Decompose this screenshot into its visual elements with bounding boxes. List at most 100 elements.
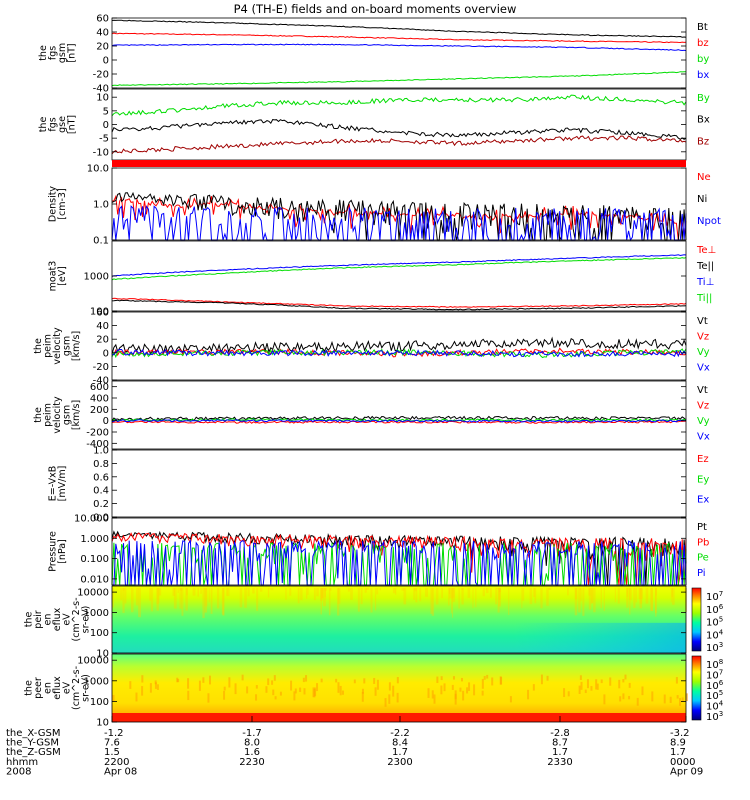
spectrogram-streak — [324, 588, 326, 598]
panel-frame — [111, 517, 687, 586]
y-tick-label: 0 — [103, 120, 109, 131]
spectrogram-streak — [600, 679, 603, 684]
spectrogram-streak — [396, 692, 399, 703]
y-tick-label: 0.6 — [93, 472, 109, 483]
x-axis-value: 2200 — [104, 757, 129, 768]
spectrogram-streak — [629, 588, 631, 615]
y-tick-label: 5 — [103, 106, 109, 117]
spectrogram-streak — [112, 694, 115, 702]
spectrogram-streak — [297, 588, 300, 604]
spectrogram-streak — [534, 588, 537, 604]
y-axis-label-line: [cm-3] — [57, 188, 68, 219]
panel-frame — [111, 585, 687, 654]
spectrogram-streak — [234, 683, 237, 695]
y-axis-label-line: the — [24, 680, 35, 696]
spectrogram-streak — [655, 588, 657, 596]
spectrogram-streak — [579, 675, 582, 680]
spectrogram-streak — [202, 588, 205, 618]
chart-title: P4 (TH-E) fields and on-board moments ov… — [234, 2, 517, 16]
spectrogram-streak — [172, 588, 175, 596]
y-tick-label: 10000 — [77, 656, 109, 667]
series-line-by — [111, 71, 686, 87]
spectrogram-streak — [499, 676, 502, 685]
colorbar-tick-label: 104 — [706, 700, 724, 713]
spectrogram-streak — [252, 588, 255, 594]
y-tick-label: 1.000 — [80, 534, 109, 545]
x-axis-row-label: 2008 — [6, 766, 31, 777]
spectrogram-streak — [458, 588, 460, 609]
spectrogram-streak — [482, 588, 485, 597]
spectrogram-streak — [179, 588, 183, 591]
spectrogram-streak — [567, 588, 569, 596]
panel-9: 10810710610510410310000100010010thepeere… — [24, 653, 724, 729]
legend-label-Vx: Vx — [697, 432, 710, 443]
spectrogram-streak — [268, 588, 272, 589]
spectrogram-streak — [256, 588, 259, 611]
spectrogram-streak — [546, 588, 549, 606]
y-axis-label-line: eflux — [52, 676, 63, 700]
spectrogram-streak — [322, 588, 326, 607]
y-tick-label: 0.2 — [93, 499, 109, 510]
spectrogram-streak — [374, 588, 377, 611]
legend-label-by: by — [697, 54, 709, 65]
spectrogram-streak — [313, 588, 316, 601]
spectrogram-streak — [436, 676, 439, 684]
y-tick-label: 60 — [96, 14, 109, 25]
spectrogram-streak — [672, 588, 675, 605]
spectrogram-streak — [158, 588, 162, 596]
panel-frame — [111, 449, 687, 518]
spectrogram-streak — [314, 687, 317, 696]
spectrogram-streak — [617, 588, 620, 604]
spectrogram-streak — [651, 588, 654, 611]
spectrogram-streak — [529, 588, 533, 605]
spectrogram-streak — [307, 588, 309, 595]
legend-label-Pt: Pt — [697, 522, 707, 533]
spectrogram-streak — [546, 675, 549, 681]
legend-label-Pe: Pe — [697, 553, 709, 564]
x-axis-value: -3.2 — [670, 728, 690, 739]
spectrogram-streak — [636, 697, 639, 706]
spectrogram-streak — [619, 696, 622, 702]
spectrogram-streak — [156, 684, 159, 690]
spectrogram-streak — [279, 691, 282, 696]
y-axis-label-line: peer — [33, 677, 44, 699]
spectrogram-streak — [679, 698, 682, 706]
legend-label-Te⊥: Te⊥ — [696, 245, 716, 256]
y-axis-label-line: the — [38, 45, 49, 61]
spectrogram-streak — [626, 588, 629, 608]
spectrogram-streak — [441, 588, 444, 599]
spectrogram-streak — [316, 683, 319, 692]
spectrogram-streak — [185, 588, 188, 611]
spectrogram-streak — [591, 588, 594, 603]
spectrogram-streak — [227, 588, 230, 597]
spectrogram-streak — [208, 675, 211, 685]
spectrogram-streak — [433, 694, 436, 704]
y-axis-label-line: eV — [62, 681, 73, 694]
spectrogram-streak — [472, 588, 474, 609]
spectrogram-streak — [388, 682, 391, 691]
spectrogram-streak — [255, 685, 258, 689]
y-axis-label: moat3[eV] — [47, 261, 68, 292]
spectrogram-streak — [638, 588, 641, 599]
y-tick-label: 100 — [90, 307, 109, 318]
y-axis-label-line: [nPa] — [57, 539, 68, 564]
spectrogram-streak — [337, 682, 340, 693]
spectrogram-streak — [364, 588, 367, 593]
spectrogram-streak — [350, 588, 353, 600]
spectrogram-streak — [312, 687, 315, 698]
spectrogram-streak — [527, 689, 530, 700]
spectrogram-streak — [396, 677, 399, 684]
spectrogram-streak — [650, 588, 653, 612]
spectrogram-streak — [452, 588, 455, 598]
panel-7: 10.000 1.000 0.100 0.010 Pressure[nPa] Pt Pb Pe… — [47, 514, 709, 586]
legend-label-Te||: Te|| — [696, 261, 714, 272]
spectrogram-streak — [337, 588, 341, 604]
spectrogram-streak — [440, 685, 443, 695]
y-axis-label-line: moat3 — [47, 261, 58, 292]
spectrogram-streak — [357, 588, 360, 612]
spectrogram-streak — [498, 588, 501, 600]
spectrogram-streak — [609, 677, 612, 686]
